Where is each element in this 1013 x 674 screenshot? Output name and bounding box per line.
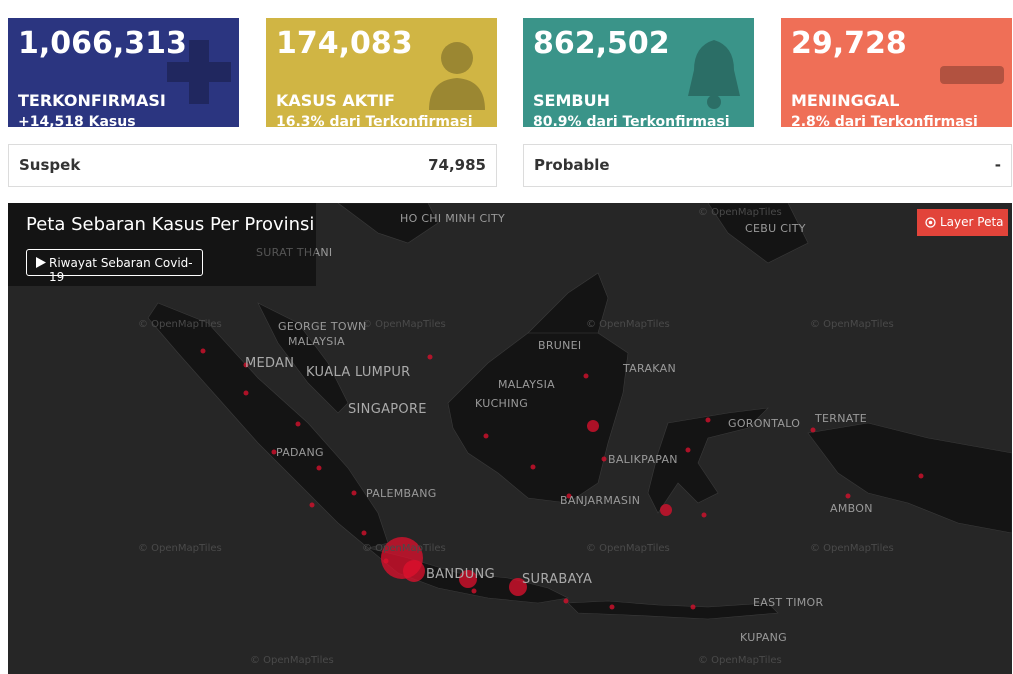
- stat-value: 174,083: [276, 26, 413, 61]
- map-label: MALAYSIA: [498, 378, 555, 391]
- map-label: BALIKPAPAN: [608, 453, 678, 466]
- map-label: KUALA LUMPUR: [306, 365, 410, 380]
- map-label: SINGAPORE: [348, 402, 427, 417]
- map-label: GORONTALO: [728, 417, 800, 430]
- stat-card: 1,066,313 TERKONFIRMASI +14,518 Kasus: [8, 18, 239, 127]
- map[interactable]: © OpenMapTiles © OpenMapTiles © OpenMapTil…: [8, 203, 1012, 674]
- extra-box: Probable -: [523, 144, 1012, 187]
- map-label: TERNATE: [814, 412, 867, 425]
- stat-card: 29,728 MENINGGAL 2.8% dari Terkonfirmasi: [781, 18, 1012, 127]
- map-attribution: © OpenMapTiles: [698, 655, 782, 666]
- map-label: PADANG: [276, 446, 324, 459]
- stat-label: SEMBUH: [533, 91, 610, 110]
- extra-label: Suspek: [19, 156, 81, 174]
- stat-sub: 80.9% dari Terkonfirmasi: [533, 114, 730, 127]
- map-attribution: © OpenMapTiles: [586, 319, 670, 330]
- map-label: BRUNEI: [538, 339, 581, 352]
- icon-plus: [167, 40, 231, 104]
- stat-value: 29,728: [791, 26, 907, 61]
- map-panel: Peta Sebaran Kasus Per Provinsi Riwayat …: [8, 203, 316, 286]
- map-attribution: © OpenMapTiles: [810, 319, 894, 330]
- map-label: HO CHI MINH CITY: [400, 212, 505, 225]
- map-label: CEBU CITY: [745, 222, 806, 235]
- map-label: SURAT THANI: [256, 246, 332, 259]
- map-canvas: © OpenMapTiles © OpenMapTiles © OpenMapTil…: [138, 203, 1012, 666]
- extra-value: 74,985: [428, 156, 486, 174]
- map-label: SURABAYA: [522, 572, 592, 587]
- stat-sub: 16.3% dari Terkonfirmasi: [276, 114, 473, 127]
- map-attribution: © OpenMapTiles: [586, 543, 670, 554]
- map-label: PALEMBANG: [366, 487, 437, 500]
- stat-value: 862,502: [533, 26, 670, 61]
- stat-value: 1,066,313: [18, 26, 187, 61]
- map-attribution: © OpenMapTiles: [698, 207, 782, 218]
- map-attribution: © OpenMapTiles: [810, 543, 894, 554]
- history-button[interactable]: Riwayat Sebaran Covid-19: [26, 249, 203, 284]
- stat-sub: +14,518 Kasus: [18, 114, 136, 127]
- map-label: KUCHING: [475, 397, 528, 410]
- map-label: BANJARMASIN: [560, 494, 640, 507]
- stat-card: 862,502 SEMBUH 80.9% dari Terkonfirmasi: [523, 18, 754, 127]
- map-attribution: © OpenMapTiles: [362, 319, 446, 330]
- layer-button[interactable]: Layer Peta: [917, 209, 1008, 236]
- history-button-label: Riwayat Sebaran Covid-19: [49, 256, 193, 284]
- stat-card: 174,083 KASUS AKTIF 16.3% dari Terkonfir…: [266, 18, 497, 127]
- stat-sub: 2.8% dari Terkonfirmasi: [791, 114, 978, 127]
- icon-minus: [940, 66, 1004, 84]
- map-label: TARAKAN: [622, 362, 676, 375]
- map-label: GEORGE TOWN: [278, 320, 367, 333]
- play-icon: [36, 257, 46, 268]
- stat-label: KASUS AKTIF: [276, 91, 395, 110]
- map-label: BANDUNG: [426, 567, 495, 582]
- map-attribution: © OpenMapTiles: [138, 543, 222, 554]
- case-bubbles: [200, 348, 924, 610]
- map-attribution: © OpenMapTiles: [138, 319, 222, 330]
- stat-label: TERKONFIRMASI: [18, 91, 166, 110]
- map-attribution: © OpenMapTiles: [362, 543, 446, 554]
- map-title: Peta Sebaran Kasus Per Provinsi: [26, 214, 315, 235]
- icon-doctor: [429, 42, 485, 110]
- extra-box: Suspek 74,985: [8, 144, 497, 187]
- extra-label: Probable: [534, 156, 610, 174]
- map-label: MALAYSIA: [288, 335, 345, 348]
- map-label: KUPANG: [740, 631, 787, 644]
- layer-button-label: Layer Peta: [940, 215, 1004, 229]
- layer-icon: [925, 217, 936, 228]
- stat-label: MENINGGAL: [791, 91, 900, 110]
- map-label: AMBON: [830, 502, 873, 515]
- icon-bell: [688, 40, 740, 109]
- extra-value: -: [994, 156, 1001, 174]
- map-attribution: © OpenMapTiles: [250, 655, 334, 666]
- map-label: EAST TIMOR: [753, 596, 823, 609]
- map-label: MEDAN: [245, 356, 294, 371]
